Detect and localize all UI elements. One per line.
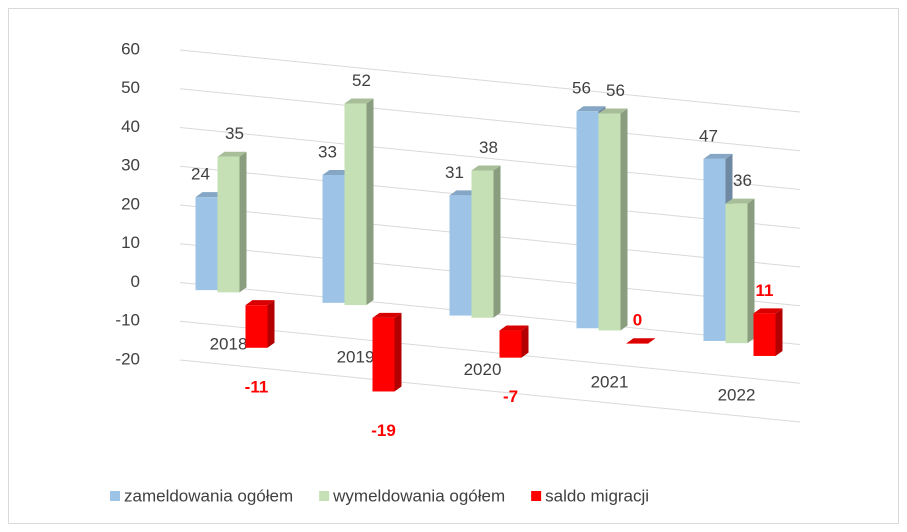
y-tick-label: 50 xyxy=(121,78,140,97)
bar xyxy=(703,158,726,341)
bar-top xyxy=(598,108,628,114)
bar-side xyxy=(394,312,402,392)
x-tick-label: 2019 xyxy=(337,347,375,366)
x-tick-label: 2018 xyxy=(210,335,248,354)
data-label: -11 xyxy=(245,377,269,396)
bar-top xyxy=(245,300,275,306)
bar xyxy=(344,103,367,306)
grid-line xyxy=(179,49,801,113)
bar-top xyxy=(576,106,606,112)
bar-top xyxy=(471,165,501,171)
bar xyxy=(499,330,522,358)
bar xyxy=(322,174,345,303)
bar-top xyxy=(322,169,352,175)
bar-top xyxy=(344,98,374,104)
x-tick-label: 2021 xyxy=(591,373,629,392)
bar xyxy=(245,305,268,348)
bar xyxy=(598,113,621,331)
bar xyxy=(372,317,395,392)
data-label: 47 xyxy=(699,126,718,145)
data-label: 0 xyxy=(633,311,642,330)
data-label: 52 xyxy=(352,71,371,90)
legend-label: zameldowania ogółem xyxy=(124,486,293,505)
data-label: 56 xyxy=(606,81,625,100)
y-tick-label: -20 xyxy=(115,349,140,368)
y-tick-label: 60 xyxy=(121,39,140,58)
bar-side xyxy=(521,325,529,358)
data-label: 38 xyxy=(479,138,498,157)
bar-side xyxy=(747,198,755,344)
data-label: 56 xyxy=(572,79,591,98)
bar-side xyxy=(366,98,374,306)
data-label: 31 xyxy=(445,163,464,182)
legend-label: saldo migracji xyxy=(545,486,649,505)
x-tick-label: 2020 xyxy=(464,360,502,379)
bar xyxy=(471,170,494,318)
bar-side xyxy=(620,108,628,331)
bar-top xyxy=(217,151,247,157)
bar-side xyxy=(267,300,275,348)
grid-line xyxy=(179,359,801,423)
bar xyxy=(195,197,218,291)
data-label: -19 xyxy=(371,421,396,440)
data-label: -7 xyxy=(503,387,518,406)
bar xyxy=(217,156,240,293)
bar-top xyxy=(626,338,656,344)
legend-swatch xyxy=(531,491,542,501)
x-tick-label: 2022 xyxy=(718,385,756,404)
data-label: 35 xyxy=(225,124,244,143)
y-tick-label: 40 xyxy=(121,117,140,136)
bar-side xyxy=(775,308,783,356)
legend-swatch xyxy=(319,491,330,501)
bar xyxy=(626,343,649,344)
grid-line xyxy=(179,320,801,384)
bar-top xyxy=(725,198,755,204)
bar-side xyxy=(239,151,247,293)
bar-top xyxy=(703,153,733,159)
y-tick-label: 0 xyxy=(131,272,140,291)
y-tick-label: 10 xyxy=(121,233,140,252)
bar-side xyxy=(493,165,501,318)
data-label: 11 xyxy=(756,281,774,300)
grid-line xyxy=(179,88,801,152)
bar xyxy=(576,111,599,329)
bar-top xyxy=(449,190,479,196)
y-tick-label: 20 xyxy=(121,194,140,213)
bar-top xyxy=(372,312,402,318)
data-label: 24 xyxy=(191,165,210,184)
y-tick-label: 30 xyxy=(121,156,140,175)
bar xyxy=(449,195,472,316)
bar-top xyxy=(753,308,783,314)
bar xyxy=(725,203,748,344)
data-label: 33 xyxy=(318,142,337,161)
bar-top xyxy=(499,325,529,331)
grid-line xyxy=(179,127,801,190)
bar-top xyxy=(195,192,225,198)
bar xyxy=(753,313,776,356)
legend-label: wymeldowania ogółem xyxy=(332,486,505,505)
y-tick-label: -10 xyxy=(115,311,140,330)
data-label: 36 xyxy=(733,171,752,190)
legend-swatch xyxy=(110,491,120,501)
